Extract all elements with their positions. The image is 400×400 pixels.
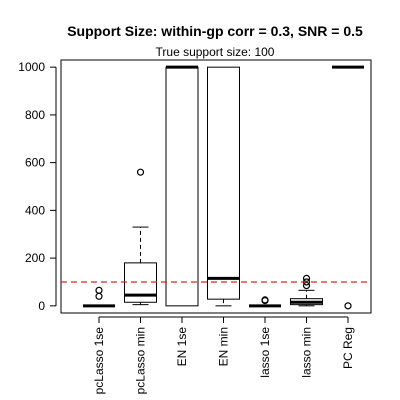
y-tick-label: 600 <box>25 156 45 170</box>
outlier-point <box>136 168 145 176</box>
box-en-min <box>207 66 240 307</box>
y-tick-label: 800 <box>25 108 45 122</box>
x-tick-label: PC Reg <box>341 327 355 369</box>
box-lasso-min <box>290 274 323 307</box>
y-tick-label: 400 <box>25 203 45 217</box>
x-tick-label: lasso 1se <box>258 327 272 378</box>
y-tick-label: 200 <box>25 251 45 265</box>
chart-title: Support Size: within-gp corr = 0.3, SNR … <box>67 23 363 39</box>
x-tick-label: EN min <box>217 327 231 366</box>
boxes-group <box>83 65 364 310</box>
chart-subtitle: True support size: 100 <box>156 45 275 59</box>
plot-frame <box>60 59 372 314</box>
x-axis: pcLasso 1se pcLasso min EN 1se EN min lasso … <box>92 316 355 395</box>
y-tick-label: 0 <box>38 299 45 313</box>
box-en-1se <box>165 65 199 307</box>
outlier-point <box>261 296 269 304</box>
outlier-point <box>95 286 103 294</box>
x-tick-label: pcLasso min <box>134 327 148 394</box>
x-tick-label: lasso min <box>300 327 314 378</box>
y-tick-label: 1000 <box>18 60 45 74</box>
x-tick-label: pcLasso 1se <box>92 327 106 395</box>
x-tick-label: EN 1se <box>175 327 189 367</box>
box-pc-reg <box>332 65 364 310</box>
outlier-point <box>95 292 103 300</box>
y-axis: 0 200 400 600 800 1000 <box>18 60 57 313</box>
box-pclasso-1se <box>83 286 115 308</box>
iqr-box <box>165 66 199 307</box>
iqr-box <box>207 66 240 300</box>
box-pclasso-min <box>124 168 157 306</box>
box-lasso-1se <box>249 296 281 308</box>
outlier-point <box>344 302 352 310</box>
